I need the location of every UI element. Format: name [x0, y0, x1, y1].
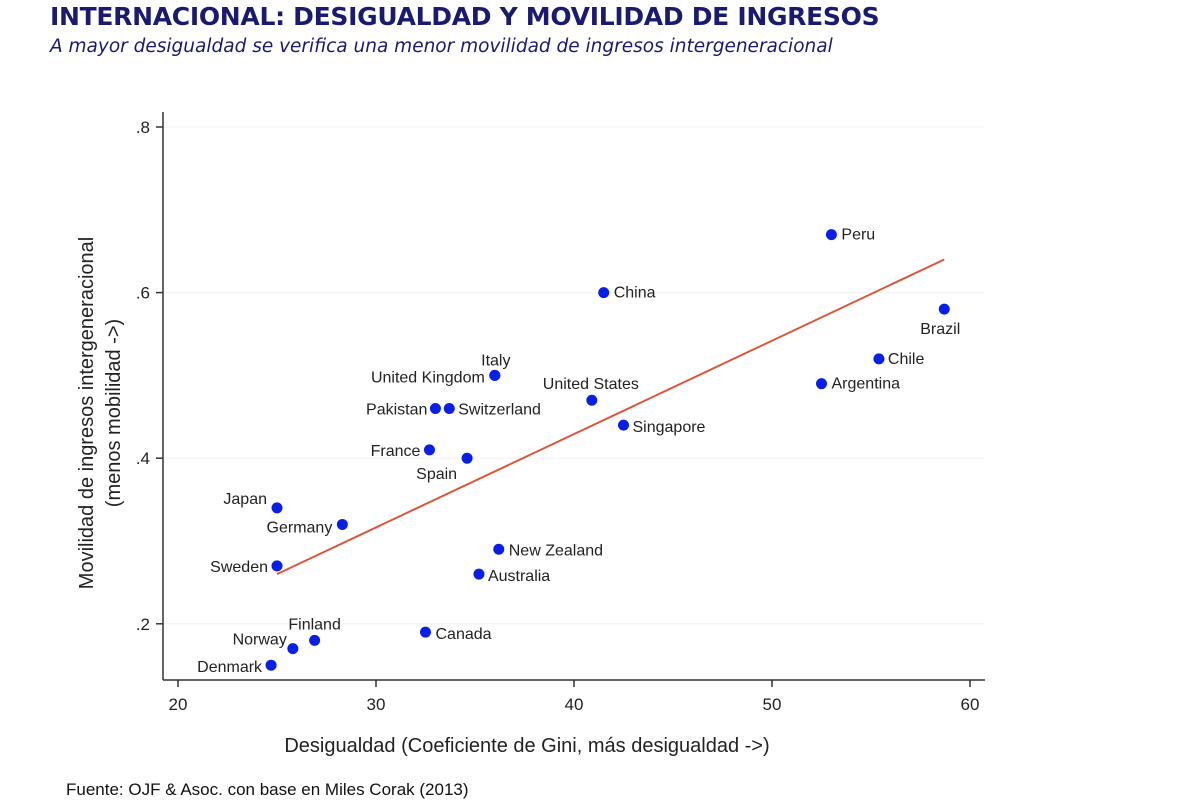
data-point-brazil: Brazil	[920, 303, 960, 338]
data-point-germany: Germany	[267, 518, 348, 536]
point-label: Switzerland	[458, 402, 541, 419]
data-point-switzerland: Switzerland	[443, 402, 541, 419]
point-marker	[873, 353, 885, 365]
point-label: Denmark	[197, 659, 263, 676]
point-label: Canada	[436, 626, 492, 643]
point-marker	[618, 419, 629, 431]
point-label: Japan	[223, 491, 267, 508]
point-marker	[443, 403, 455, 415]
point-marker	[825, 229, 837, 241]
gridlines	[164, 126, 985, 625]
point-marker	[473, 568, 485, 580]
x-axis-label: Desigualdad (Coeficiente de Gini, más de…	[284, 735, 769, 757]
point-label: Brazil	[920, 321, 960, 338]
point-label: Argentina	[832, 376, 901, 393]
point-label: Italy	[481, 352, 510, 369]
data-point-united-kingdom: United Kingdom	[371, 369, 501, 386]
y-tick-label: .6	[136, 284, 150, 303]
point-label: Chile	[888, 351, 925, 368]
point-label: Pakistan	[366, 402, 427, 419]
point-marker	[423, 444, 435, 456]
data-point-pakistan: Pakistan	[366, 402, 441, 419]
point-label: Finland	[288, 616, 340, 633]
data-point-france: France	[371, 443, 435, 460]
point-marker	[271, 502, 283, 514]
data-points: PeruChinaBrazilChileArgentinaItalyUnited…	[197, 227, 960, 677]
point-label: Singapore	[633, 419, 706, 436]
point-marker	[420, 626, 431, 638]
point-label: New Zealand	[509, 542, 603, 559]
data-point-australia: Australia	[473, 568, 550, 585]
axis-ticks: .2 .4 .6 .8 20 30 40 50 60	[136, 118, 980, 714]
point-label: Sweden	[210, 559, 268, 576]
chart-title: INTERNACIONAL: DESIGUALDAD Y MOVILIDAD D…	[50, 2, 880, 31]
chart-subtitle: A mayor desigualdad se verifica una meno…	[50, 36, 833, 57]
y-tick-label: .2	[136, 615, 150, 634]
x-tick-label: 60	[961, 695, 980, 714]
point-marker	[336, 518, 348, 530]
data-point-canada: Canada	[420, 626, 492, 643]
point-label: United Kingdom	[371, 369, 485, 386]
data-point-china: China	[598, 285, 656, 302]
y-axis-label-line1: Movilidad de ingresos intergeneracional	[76, 237, 98, 589]
point-label: Spain	[416, 466, 457, 483]
point-label: Norway	[233, 632, 287, 649]
data-point-new-zealand: New Zealand	[493, 542, 603, 559]
data-point-finland: Finland	[288, 616, 341, 646]
point-marker	[429, 403, 441, 415]
point-marker	[493, 543, 505, 555]
x-tick-label: 50	[763, 695, 782, 714]
point-marker	[271, 560, 283, 572]
data-point-united-states: United States	[543, 376, 639, 406]
data-point-peru: Peru	[825, 227, 875, 244]
source-note: Fuente: OJF & Asoc. con base en Miles Co…	[66, 780, 469, 799]
data-point-spain: Spain	[416, 452, 473, 483]
y-axis-label-line2: (menos mobilidad ->)	[103, 319, 125, 507]
data-point-argentina: Argentina	[816, 376, 900, 393]
data-point-denmark: Denmark	[197, 659, 277, 676]
point-marker	[461, 452, 473, 464]
point-marker	[816, 378, 827, 390]
point-marker	[586, 394, 598, 406]
point-marker	[287, 643, 299, 655]
x-tick-label: 40	[565, 695, 584, 714]
point-label: France	[371, 443, 421, 460]
x-tick-label: 20	[169, 695, 188, 714]
point-label: Peru	[841, 227, 875, 244]
data-point-sweden: Sweden	[210, 559, 283, 576]
point-label: Australia	[488, 568, 550, 585]
point-marker	[265, 659, 277, 671]
data-point-chile: Chile	[873, 351, 924, 368]
data-point-singapore: Singapore	[618, 419, 706, 436]
y-tick-label: .8	[136, 118, 150, 137]
point-marker	[598, 287, 610, 299]
point-label: United States	[543, 376, 639, 393]
x-tick-label: 30	[367, 695, 386, 714]
y-tick-label: .4	[136, 449, 150, 468]
data-point-japan: Japan	[223, 491, 283, 514]
fit-line	[276, 258, 945, 576]
point-marker	[489, 369, 501, 381]
point-label: China	[614, 285, 656, 302]
point-marker	[938, 303, 950, 315]
data-point-norway: Norway	[233, 632, 299, 655]
point-label: Germany	[267, 519, 333, 536]
point-marker	[309, 634, 321, 646]
